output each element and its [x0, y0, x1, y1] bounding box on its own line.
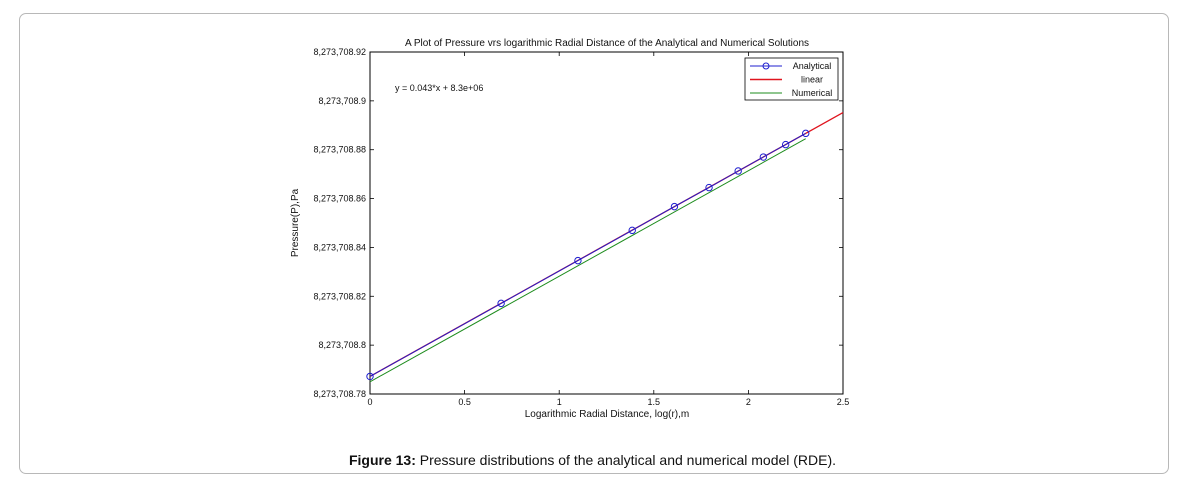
analytical-point	[759, 153, 768, 161]
x-tick-label: 2.5	[837, 397, 850, 407]
analytical-point	[574, 256, 582, 265]
y-axis: 8,273,708.78 8,273,708.8 8,273,708.82 8,273…	[313, 47, 843, 399]
analytical-point	[366, 372, 374, 381]
y-tick-label: 8,273,708.88	[313, 145, 366, 155]
analytical-point	[497, 299, 505, 308]
figure-caption: Figure 13: Pressure distributions of the…	[0, 452, 1185, 468]
y-tick-label: 8,273,708.8	[318, 340, 366, 350]
analytical-point	[705, 183, 713, 192]
y-tick-label: 8,273,708.86	[313, 194, 366, 204]
y-tick-label: 8,273,708.92	[313, 47, 366, 57]
x-axis-label: Logarithmic Radial Distance, log(r),m	[525, 409, 690, 420]
legend-label-analytical: Analytical	[793, 61, 832, 71]
analytical-point	[670, 202, 679, 211]
chart: A Plot of Pressure vrs logarithmic Radia…	[290, 38, 849, 420]
series-layer	[366, 112, 844, 383]
y-tick-label: 8,273,708.78	[313, 389, 366, 399]
equation-annotation: y = 0.043*x + 8.3e+06	[395, 83, 483, 93]
legend: Analytical linear Numerical	[744, 57, 839, 101]
analytical-point	[628, 226, 636, 235]
plot-area	[369, 51, 844, 395]
y-axis-label: Pressure(P),Pa	[290, 188, 301, 257]
x-tick-label: 2	[746, 397, 751, 407]
y-tick-label: 8,273,708.84	[313, 242, 366, 252]
x-tick-label: 1	[557, 397, 562, 407]
caption-label: Figure 13:	[348, 452, 416, 468]
legend-label-linear: linear	[801, 75, 823, 85]
analytical-point	[734, 167, 742, 175]
x-tick-label: 0	[367, 397, 372, 407]
legend-marker	[762, 62, 770, 70]
legend-label-numerical: Numerical	[792, 88, 833, 98]
x-tick-label: 1.5	[648, 397, 661, 407]
caption-text: Pressure distributions of the analytical…	[415, 452, 837, 468]
chart-title: A Plot of Pressure vrs logarithmic Radia…	[405, 38, 809, 49]
analytical-point	[802, 129, 810, 138]
y-tick-label: 8,273,708.82	[313, 291, 366, 301]
series-line-analytical	[369, 132, 806, 377]
x-axis: 0 0.5 1 1.5 2 2.5	[367, 52, 849, 407]
analytical-point	[781, 140, 790, 149]
y-tick-label: 8,273,708.9	[318, 96, 366, 106]
series-line-numerical	[369, 138, 806, 383]
x-tick-label: 0.5	[458, 397, 471, 407]
